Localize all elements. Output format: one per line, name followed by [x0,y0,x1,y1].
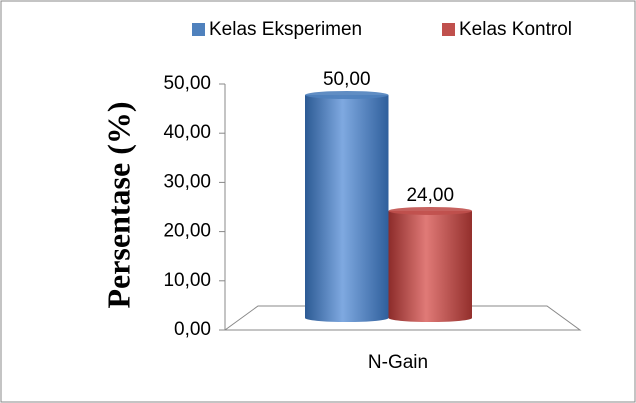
legend-label: Kelas Kontrol [459,19,572,40]
legend-label: Kelas Eksperimen [209,19,362,40]
bar-top [388,206,472,215]
value-label: 24,00 [406,185,454,206]
legend-swatch [442,23,455,36]
y-tick-label: 0,00 [174,319,211,340]
y-tick-label: 50,00 [163,73,211,94]
bar [388,210,472,322]
y-tick-label: 40,00 [163,122,211,143]
legend-swatch [192,23,205,36]
y-tick-label: 30,00 [163,171,211,192]
bar-top [305,91,389,99]
bar [305,95,389,322]
y-tick-label: 20,00 [163,221,211,242]
value-label: 50,00 [323,69,371,90]
y-axis-label: Persentase (%) [100,101,136,308]
y-tick-label: 10,00 [163,270,211,291]
x-tick-label: N-Gain [368,352,428,373]
